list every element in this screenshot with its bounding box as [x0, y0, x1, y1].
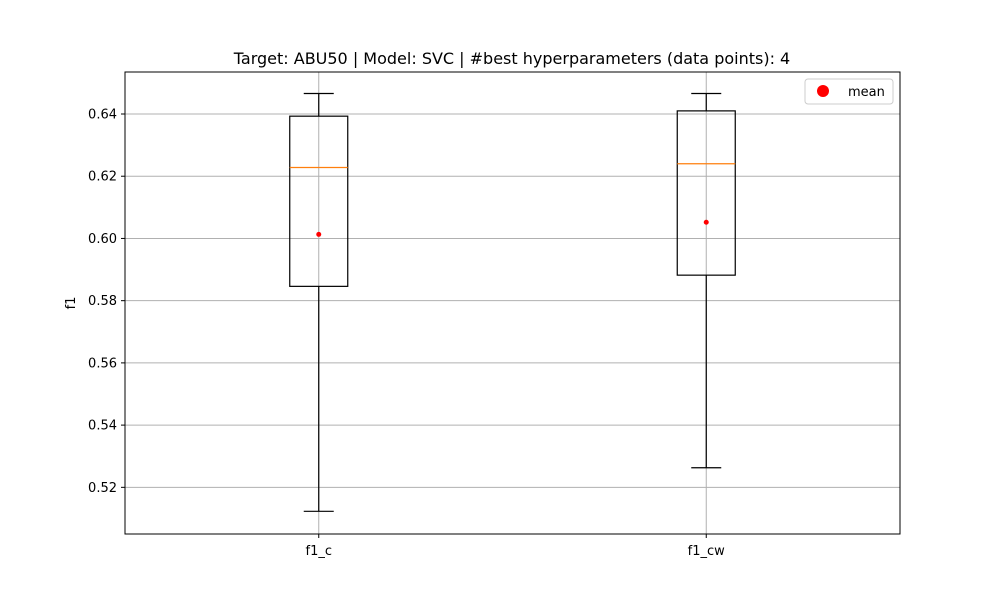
x-axis-ticks: f1_c f1_cw — [306, 534, 725, 559]
y-tick-label: 0.56 — [88, 356, 117, 371]
box-iqr — [289, 115, 349, 287]
y-tick-label: 0.52 — [88, 481, 117, 496]
y-tick-label: 0.60 — [88, 232, 117, 247]
y-tick-label: 0.64 — [88, 108, 117, 123]
box-iqr — [676, 110, 736, 276]
mean-marker — [316, 231, 322, 237]
legend-mean-label: mean — [848, 85, 885, 100]
legend-mean-marker — [817, 85, 829, 97]
chart-title: Target: ABU50 | Model: SVC | #best hyper… — [233, 49, 790, 68]
y-tick-label: 0.62 — [88, 170, 117, 185]
legend-box — [804, 78, 894, 105]
y-tick-label: 0.58 — [88, 294, 117, 309]
x-tick-label: f1_cw — [688, 544, 725, 559]
y-axis-ticks: 0.52 0.54 0.56 0.58 0.60 0.62 0.64 — [88, 108, 125, 496]
legend: mean — [804, 78, 894, 105]
x-tick-label: f1_c — [306, 544, 333, 559]
mean-marker — [703, 219, 709, 225]
plot-frame — [124, 71, 901, 535]
y-tick-label: 0.54 — [88, 419, 117, 434]
y-axis-label: f1 — [64, 297, 79, 310]
box-series — [289, 92, 736, 512]
grid-lines — [125, 72, 900, 534]
